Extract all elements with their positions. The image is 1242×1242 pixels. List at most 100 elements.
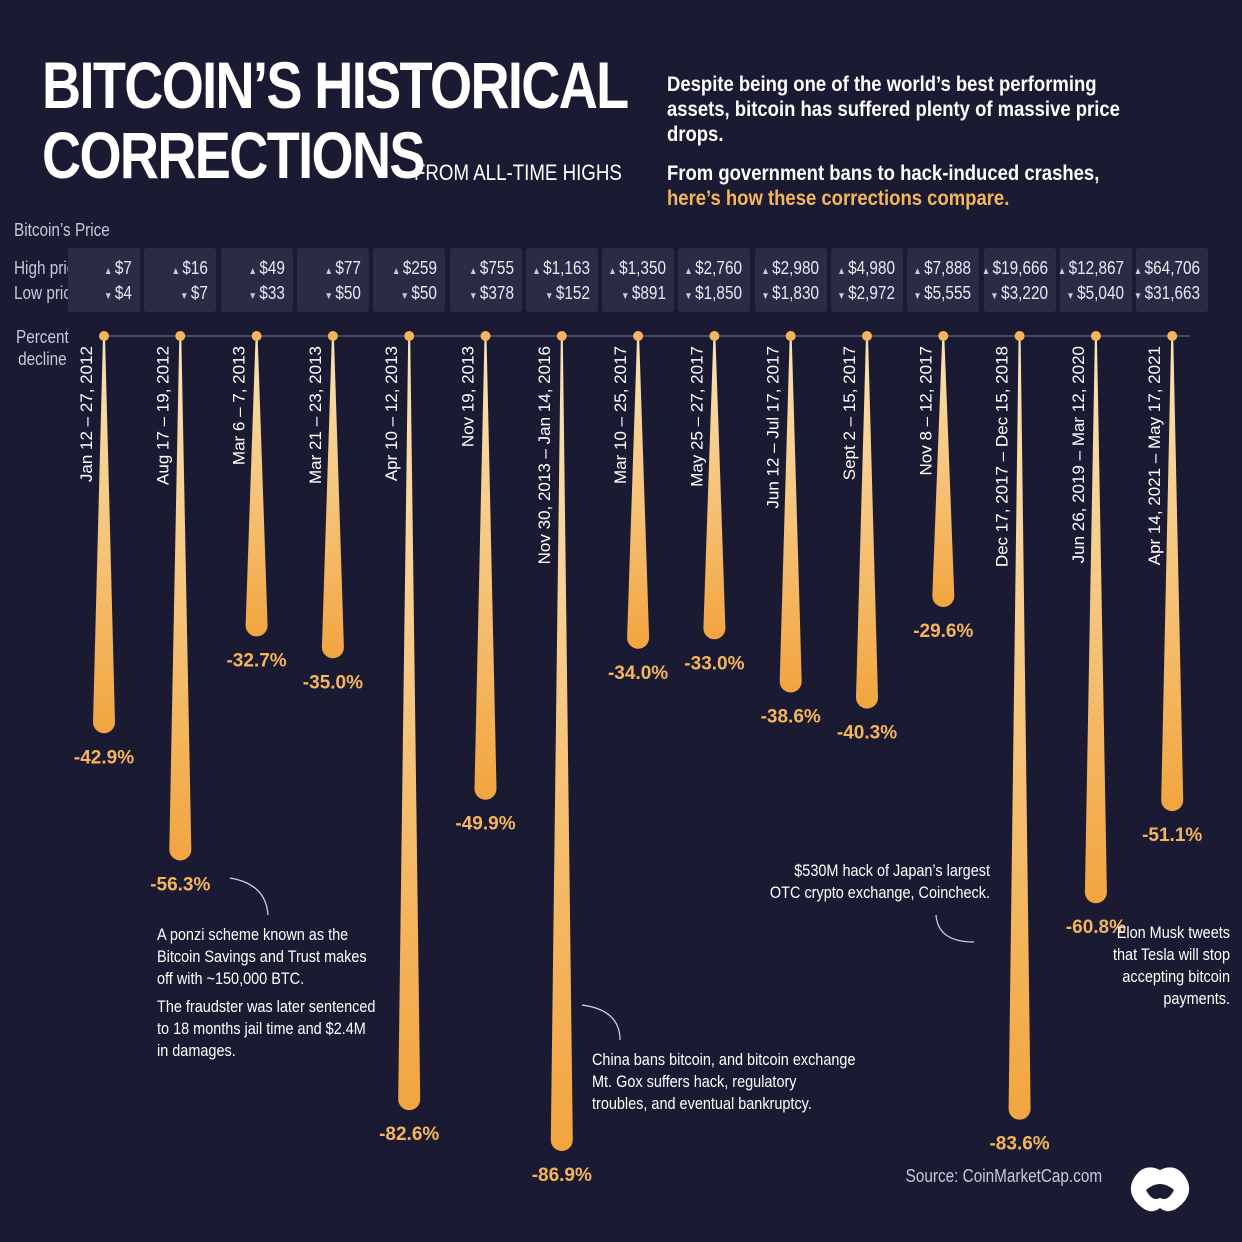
- source-credit: Source: CoinMarketCap.com: [905, 1166, 1102, 1186]
- decline-bar: [1084, 336, 1107, 904]
- title-line-2: CORRECTIONS: [42, 118, 426, 192]
- decline-value-label: -82.6%: [379, 1124, 439, 1145]
- period-label: Nov 8 – 12, 2017: [916, 346, 935, 475]
- decline-bar: [1008, 336, 1031, 1120]
- period-label: Apr 10 – 12, 2013: [382, 346, 401, 481]
- ponzi-arrow: [229, 877, 269, 916]
- high-price-value: ▲ $755: [468, 258, 514, 278]
- decline-value-label: -32.7%: [226, 650, 286, 671]
- decline-value-label: -83.6%: [989, 1134, 1049, 1155]
- period-label: Jan 12 – 27, 2012: [77, 346, 96, 482]
- percent-decline-label: Percent decline: [16, 326, 69, 370]
- price-box: ▲ $19,666 ▼ $3,220: [981, 248, 1056, 312]
- low-price-value: ▼ $50: [324, 283, 361, 303]
- low-price-value: ▼ $152: [544, 283, 590, 303]
- high-price-value: ▲ $16: [171, 258, 209, 278]
- musk-annotation: Elon Musk tweets that Tesla will stop ac…: [1112, 923, 1230, 1008]
- intro-paragraph-2: From government bans to hack-induced cra…: [667, 161, 1160, 211]
- low-price-value: ▼ $50: [400, 283, 438, 303]
- price-box: ▲ $77 ▼ $50: [296, 248, 369, 312]
- page-title: BITCOIN’S HISTORICAL CORRECTIONS: [42, 48, 629, 192]
- percent-label-line-2: decline: [18, 349, 67, 369]
- ponzi-annotation: A ponzi scheme known as the Bitcoin Savi…: [157, 924, 378, 1068]
- high-price-value: ▲ $7: [104, 258, 132, 278]
- peak-dot: [480, 331, 491, 341]
- high-price-value: ▲ $259: [392, 258, 438, 278]
- decline-value-label: -60.8%: [1066, 917, 1126, 938]
- peak-dot: [251, 331, 262, 341]
- period-label: Mar 10 – 25, 2017: [611, 346, 630, 484]
- high-price-value: ▲ $2,980: [760, 258, 819, 278]
- price-box: ▲ $4,980 ▼ $2,972: [831, 248, 903, 312]
- peak-dot: [1014, 331, 1025, 341]
- high-price-value: ▲ $19,666: [981, 258, 1048, 278]
- peak-dot: [404, 331, 415, 341]
- peak-dot: [633, 331, 644, 341]
- decline-value-label: -49.9%: [455, 814, 515, 835]
- intro-paragraph-1: Despite being one of the world’s best pe…: [667, 73, 1120, 146]
- period-label: Apr 14, 2021 – May 17, 2021: [1145, 346, 1164, 565]
- price-box: ▲ $64,706 ▼ $31,663: [1133, 248, 1209, 312]
- peak-dot: [709, 331, 720, 341]
- decline-bar: [627, 336, 650, 649]
- decline-value-label: -42.9%: [74, 747, 134, 768]
- price-box: ▲ $755 ▼ $378: [449, 248, 522, 312]
- low-price-value: ▼ $31,663: [1133, 283, 1201, 303]
- decline-value-label: -51.1%: [1142, 825, 1202, 846]
- high-price-value: ▲ $2,760: [684, 258, 743, 278]
- decline-bar: [703, 336, 726, 640]
- decline-bar: [321, 336, 344, 659]
- ponzi-text-1: A ponzi scheme known as the Bitcoin Savi…: [157, 925, 367, 988]
- low-price-value: ▼ $2,972: [837, 283, 895, 303]
- period-label: Sept 2 – 15, 2017: [840, 346, 859, 480]
- low-price-value: ▼ $1,850: [684, 283, 743, 303]
- price-box: ▲ $49 ▼ $33: [220, 248, 293, 312]
- period-label: Jun 12 – Jul 17, 2017: [764, 346, 783, 509]
- period-label: Jun 26, 2019 – Mar 12, 2020: [1069, 346, 1088, 563]
- period-label: Dec 17, 2017 – Dec 15, 2018: [993, 346, 1012, 567]
- price-box: ▲ $2,980 ▼ $1,830: [754, 248, 827, 312]
- decline-bar: [1161, 336, 1184, 812]
- decline-value-label: -29.6%: [913, 621, 973, 642]
- period-label: May 25 – 27, 2017: [687, 346, 706, 487]
- percent-label-line-1: Percent: [16, 327, 69, 347]
- low-price-value: ▼ $5,555: [913, 283, 972, 303]
- low-price-value: ▼ $378: [468, 283, 514, 303]
- high-price-value: ▲ $12,867: [1057, 258, 1124, 278]
- peak-dot: [175, 331, 186, 341]
- price-section-label: Bitcoin’s Price: [14, 220, 110, 240]
- coincheck-annotation: $530M hack of Japan’s largest OTC crypto…: [769, 861, 990, 902]
- decline-value-label: -34.0%: [608, 663, 668, 684]
- price-box: ▲ $2,760 ▼ $1,850: [678, 248, 751, 312]
- decline-bar: [856, 336, 878, 709]
- peak-dot: [327, 331, 338, 341]
- price-box: ▲ $7 ▼ $4: [68, 248, 140, 312]
- decline-bar: [550, 336, 573, 1151]
- low-price-value: ▼ $4: [104, 283, 132, 303]
- coincheck-arrow: [935, 914, 975, 943]
- peak-dot: [862, 331, 872, 341]
- decline-value-label: -86.9%: [532, 1165, 592, 1186]
- publisher-logo-icon: [1130, 1167, 1190, 1212]
- decline-bar: [169, 336, 192, 861]
- high-price-row-label: High price: [14, 258, 83, 278]
- decline-bar: [932, 336, 955, 607]
- price-box: ▲ $16 ▼ $7: [144, 248, 217, 312]
- period-label: Mar 21 – 23, 2013: [306, 346, 325, 484]
- decline-value-label: -35.0%: [303, 672, 363, 693]
- period-label: Nov 30, 2013 – Jan 14, 2016: [535, 346, 554, 564]
- decline-value-label: -38.6%: [761, 706, 821, 727]
- price-box: ▲ $1,163 ▼ $152: [525, 248, 598, 312]
- peak-dot: [1167, 331, 1178, 341]
- title-line-1: BITCOIN’S HISTORICAL: [42, 48, 629, 122]
- high-price-value: ▲ $49: [248, 258, 285, 278]
- intro-paragraph-2b: here’s how these corrections compare.: [667, 187, 1010, 210]
- peak-dot: [556, 331, 567, 341]
- high-price-value: ▲ $7,888: [913, 258, 972, 278]
- low-price-value: ▼ $1,830: [760, 283, 819, 303]
- price-box: ▲ $7,888 ▼ $5,555: [907, 248, 980, 312]
- peak-dot: [99, 331, 109, 341]
- decline-value-label: -40.3%: [837, 723, 897, 744]
- price-box: ▲ $1,350 ▼ $891: [602, 248, 675, 312]
